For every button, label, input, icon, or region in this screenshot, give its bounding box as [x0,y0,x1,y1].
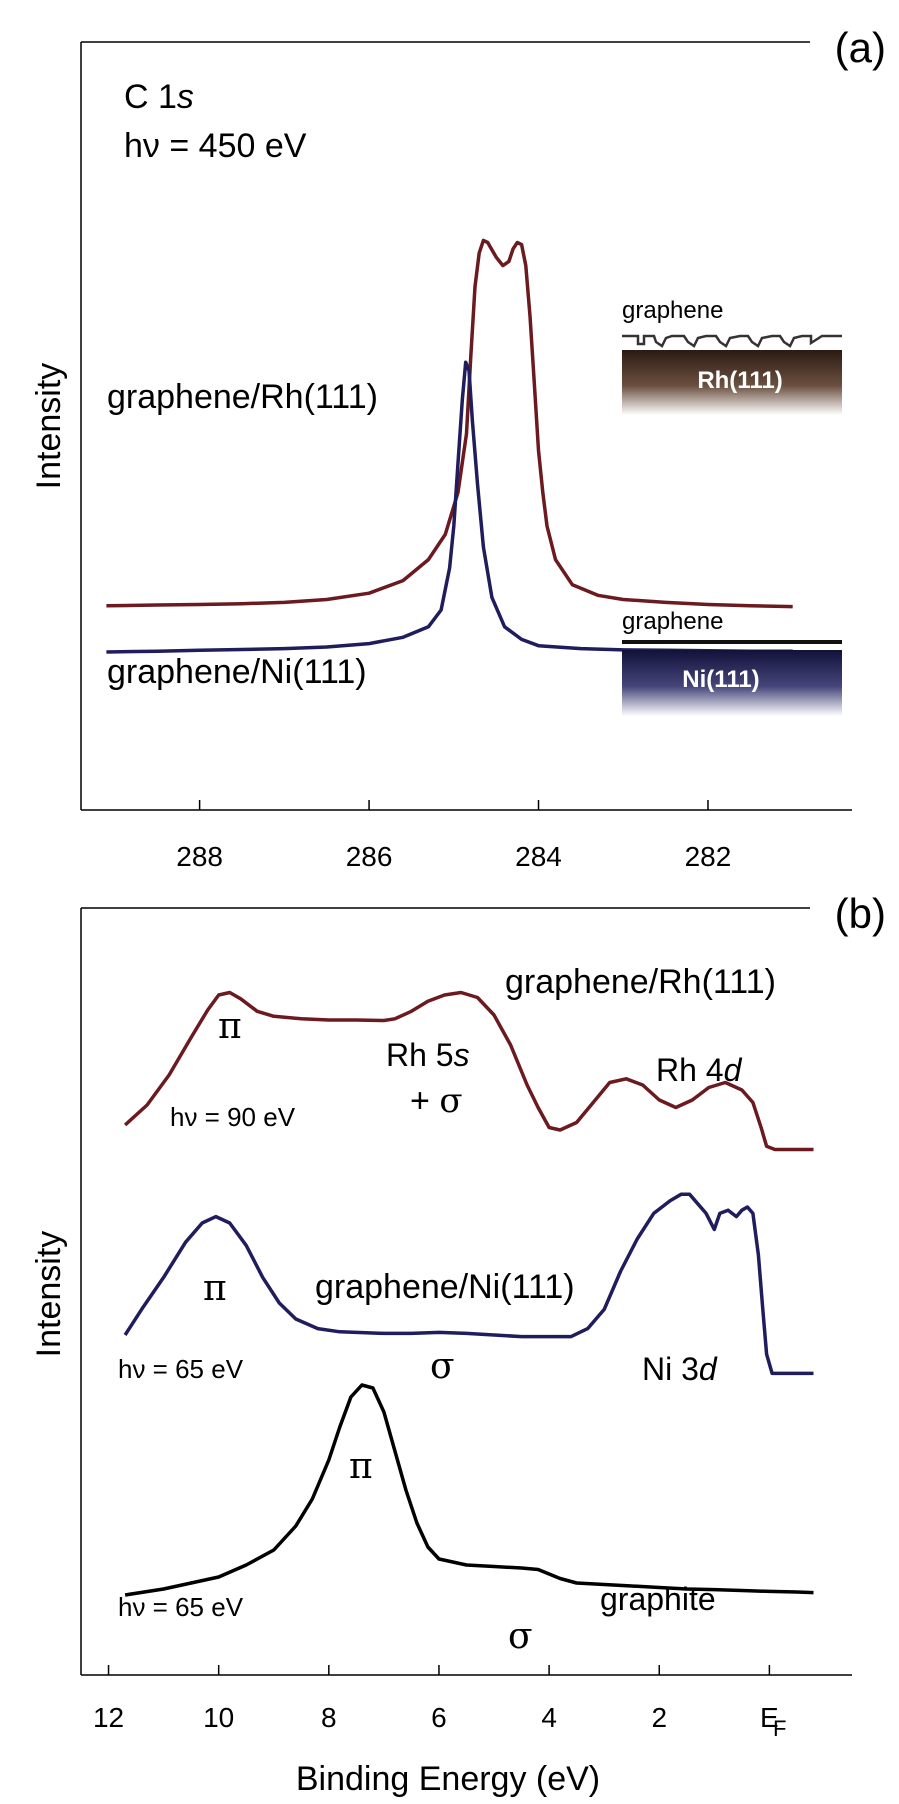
label-graphene-ni-a: graphene/Ni(111) [107,653,367,691]
photon-energy-rh: hν = 90 eV [170,1102,296,1132]
panel-b-ticks: 12 10 8 6 4 2 E [93,1665,779,1733]
series-b-graphene-ni-111 [123,1192,814,1376]
label-graphite-b: graphite [600,1581,716,1617]
panel-a-photon-energy: hν = 450 eV [124,127,307,165]
panel-b-xlabel: Binding Energy (eV) [296,1760,600,1798]
plus-sigma-label: + σ [410,1081,463,1121]
x-tick-label-a-288: 288 [176,841,223,872]
panel-b-curves [123,990,814,1597]
inset-rh-substrate [622,350,842,415]
inset-rh-graphene-label: graphene [622,297,723,324]
x-tick-label-a-286: 286 [346,841,393,872]
series-a-graphene-rh-111 [106,238,793,609]
ni3d-label: Ni 3d [642,1351,718,1387]
series-b-graphene-rh-111 [123,990,814,1152]
label-graphene-rh-b: graphene/Rh(111) [505,963,776,1001]
rh4d-label: Rh 4d [656,1052,743,1088]
x-tick-label-ef-subscript: F [773,1716,786,1741]
pi-label-graphite: π [349,1446,373,1487]
photon-energy-ni: hν = 65 eV [118,1354,244,1384]
panel-b-tag: (b) [835,890,886,937]
x-tick-label-b-4: 4 [541,1702,557,1733]
panel-a-tag: (a) [835,24,886,71]
x-tick-label-b-12: 12 [93,1702,124,1733]
pi-label-rh: π [218,1006,242,1047]
series-b-graphite [124,1383,814,1597]
panel-a-ylabel: Intensity [30,363,68,490]
rh5s-label: Rh 5s [386,1037,470,1073]
x-tick-label-a-282: 282 [685,841,732,872]
sigma-label-graphite: σ [508,1616,533,1657]
x-tick-label-b-6: 6 [431,1702,447,1733]
x-tick-label-b-10: 10 [203,1702,234,1733]
x-tick-label-a-284: 284 [515,841,562,872]
x-tick-label-b-E: E [760,1702,779,1733]
inset-ni-substrate-label: Ni(111) [682,666,759,693]
inset-rh: graphene Rh(111) [622,297,842,415]
x-tick-label-b-8: 8 [321,1702,337,1733]
label-graphene-rh-a: graphene/Rh(111) [107,378,378,416]
panel-a-ticks: 288 286 284 282 [176,800,731,872]
panel-a: (a) 288 286 284 282 Intensity C 1s hν = 450… [30,24,886,872]
series-a-graphene-ni-111 [106,360,793,654]
label-graphene-ni-b: graphene/Ni(111) [315,1268,575,1306]
x-tick-label-b-2: 2 [651,1702,667,1733]
inset-ni-graphene-label: graphene [622,608,723,635]
inset-ni-substrate [622,650,842,716]
sigma-label-ni: σ [430,1346,455,1387]
inset-ni: graphene Ni(111) [622,608,842,716]
panel-a-curves [106,238,793,654]
panel-b-ylabel: Intensity [30,1231,68,1358]
pi-label-ni: π [203,1268,227,1309]
panel-a-title: C 1s [124,78,194,116]
inset-rh-substrate-label: Rh(111) [697,367,782,394]
inset-rh-corrugated-graphene [622,334,842,348]
photon-energy-graphite: hν = 65 eV [118,1592,244,1622]
panel-b: (b) 12 10 8 6 4 2 E F Intensity Binding Energy… [30,890,886,1798]
